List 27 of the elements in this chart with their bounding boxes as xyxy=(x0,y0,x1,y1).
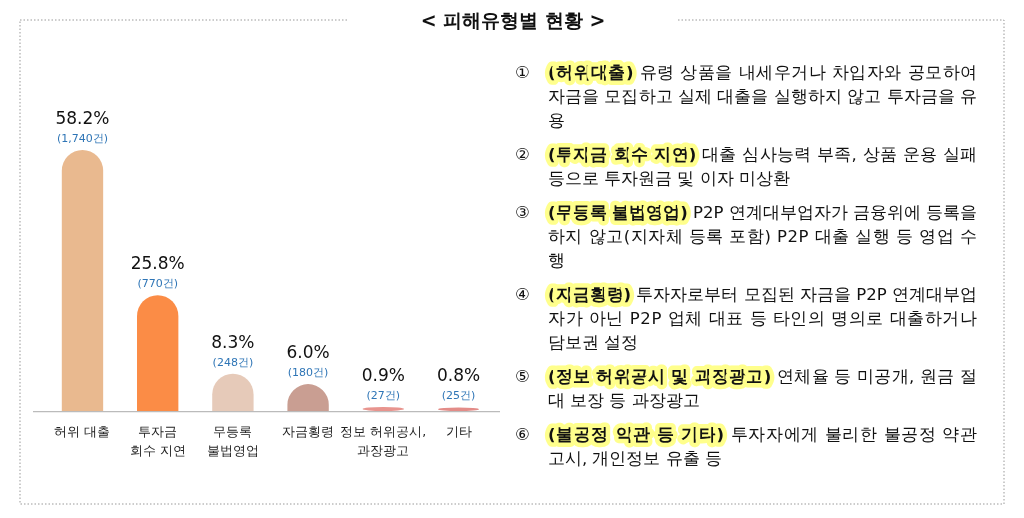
annotation: (25건) xyxy=(441,389,476,403)
x-tick-label: 무등록 불법영업 xyxy=(206,424,259,458)
data-label: 0.8% xyxy=(436,365,481,386)
x-tick-label: 기타 xyxy=(445,424,472,439)
data-label: 8.3% xyxy=(211,331,255,352)
annotation: (770건) xyxy=(137,277,178,291)
bar xyxy=(61,150,104,411)
text: ② (투자금 회수 지연) 대출 심사능력 부족, 상품 운용 실패 등으로 투자원금 및 이자 미상환 xyxy=(515,145,977,188)
annotation: (1,740건) xyxy=(56,132,109,145)
text: ⑤ (정보 허위공시 및 과장광고) 연체율 등 미공개, 원금 절대 보장 등 과장광고 xyxy=(515,367,977,410)
x-tick-label: 투자금 회수 지연 xyxy=(129,424,186,458)
x-tick-label: 허위 대출 xyxy=(54,424,111,439)
text: ④ (자금횡령) 투자자로부터 모집된 자금을 P2P 연계대부업자가 아닌 P2P 업체 대표 등 타인의 명의로 대출하거나 담보권 설정 xyxy=(515,285,977,352)
bar xyxy=(137,295,179,411)
data-label: 25.8% xyxy=(130,253,185,274)
text: ① (허위대출) 유령 상품을 내세우거나 차입자와 공모하여 자금을 모집하고 실제 대출을 실행하지 않고 투자금을 유용 xyxy=(515,63,977,130)
annotation: (180건) xyxy=(287,366,329,380)
data-label: 58.2% xyxy=(55,108,110,128)
x-tick-label: 정보 허위공시, 과장광고 xyxy=(340,424,427,458)
annotation: (27건) xyxy=(366,388,401,402)
data-label: 0.9% xyxy=(361,364,405,385)
chart-title: < 피해유형별 현황 > xyxy=(420,9,606,31)
text: ⑥ (불공정 약관 등 기타) 투자자에게 불리한 불공정 약관 고시, 개인정보 유출 등 xyxy=(515,425,977,468)
annotation: (248건) xyxy=(212,355,254,369)
data-label: 6.0% xyxy=(286,342,330,363)
x-tick-label: 자금횡령 xyxy=(282,424,335,439)
text: ③ (무등록 불법영업) P2P 연계대부업자가 금융위에 등록을 하지 않고(지자체 등록 포함) P2P 대출 실행 등 영업 수행 xyxy=(515,203,977,270)
